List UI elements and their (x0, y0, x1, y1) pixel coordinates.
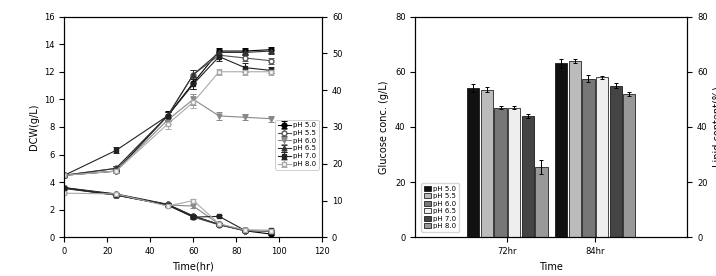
Legend: pH 5.0, pH 5.5, pH 6.0, pH 6.5, pH 7.0, pH 8.0: pH 5.0, pH 5.5, pH 6.0, pH 6.5, pH 7.0, … (422, 183, 459, 232)
Bar (495, 108, 507, 237)
Bar (522, 116, 534, 237)
X-axis label: Time(hr): Time(hr) (173, 262, 214, 272)
Bar (508, 108, 521, 237)
Bar (481, 90, 493, 237)
Bar (582, 79, 594, 237)
Legend: pH 5.0, pH 5.5, pH 6.0, pH 6.5, pH 7.0, pH 8.0: pH 5.0, pH 5.5, pH 6.0, pH 6.5, pH 7.0, … (276, 120, 319, 170)
Bar (569, 61, 581, 237)
Bar (555, 63, 567, 237)
Y-axis label: Lipid content(%): Lipid content(%) (713, 87, 716, 167)
Bar (609, 86, 621, 237)
X-axis label: Time: Time (539, 262, 563, 272)
Bar (468, 88, 480, 237)
Y-axis label: Glucose conc. (g/L): Glucose conc. (g/L) (379, 80, 390, 174)
Bar (536, 167, 548, 237)
Bar (596, 77, 608, 237)
Y-axis label: DCW(g/L): DCW(g/L) (29, 104, 39, 150)
Bar (623, 94, 635, 237)
